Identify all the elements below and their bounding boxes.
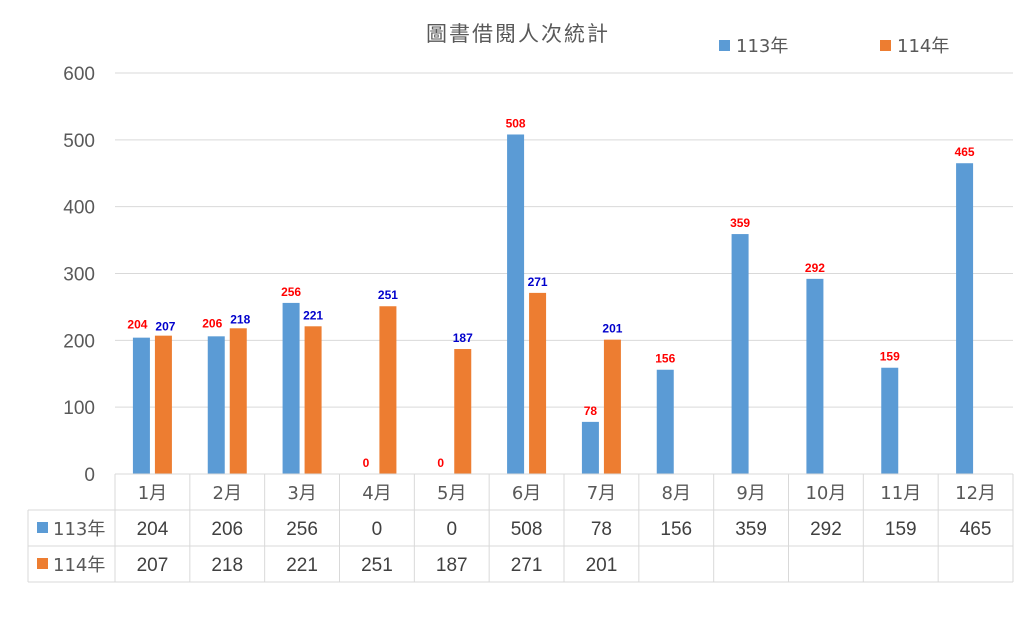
- data-label-114年-4月: 251: [378, 288, 398, 302]
- category-label: 10月: [805, 483, 846, 504]
- data-label-113年-9月: 359: [730, 216, 750, 230]
- bar-114年-4月: [379, 306, 397, 474]
- data-label-113年-12月: 465: [955, 145, 975, 159]
- y-tick-label: 600: [63, 64, 95, 85]
- y-axis-ticks: 0 100 200 300 400 500 600: [63, 64, 95, 486]
- table-row-label-114年: 114年: [53, 555, 105, 576]
- bar-113年-6月: [507, 134, 525, 474]
- bar-114年-6月: [529, 292, 547, 474]
- bar-113年-11月: [881, 367, 899, 474]
- legend: 113年 114年: [719, 36, 949, 57]
- y-tick-label: 0: [84, 465, 95, 486]
- table-cell: 78: [591, 519, 612, 540]
- table-legend-swatch-114年: [37, 558, 48, 569]
- legend-label-113: 113年: [736, 36, 788, 57]
- category-label: 6月: [512, 483, 541, 504]
- bar-113年-8月: [656, 369, 674, 474]
- data-label-113年-4月: 0: [363, 456, 370, 470]
- data-label-113年-5月: 0: [437, 456, 444, 470]
- data-label-114年-3月: 221: [303, 308, 323, 322]
- table-cell: 0: [372, 519, 383, 540]
- category-label: 12月: [955, 483, 996, 504]
- table-cell: 251: [361, 555, 393, 576]
- bar-113年-7月: [581, 421, 599, 474]
- data-label-114年-7月: 201: [602, 322, 622, 336]
- data-label-113年-7月: 78: [584, 404, 598, 418]
- data-label-114年-6月: 271: [528, 275, 548, 289]
- data-label-113年-10月: 292: [805, 261, 825, 275]
- legend-swatch-114: [880, 40, 891, 51]
- table-cell: 271: [511, 555, 543, 576]
- bar-114年-3月: [304, 326, 322, 474]
- category-label: 5月: [437, 483, 466, 504]
- table-cell: 206: [211, 519, 243, 540]
- table-cell: 207: [137, 555, 169, 576]
- data-label-114年-5月: 187: [453, 331, 473, 345]
- chart-title: 圖書借閱人次統計: [426, 22, 610, 46]
- bar-113年-10月: [806, 278, 824, 474]
- category-label: 7月: [587, 483, 616, 504]
- bar-113年-9月: [731, 234, 749, 474]
- table-cell: 0: [446, 519, 457, 540]
- table-cell: 359: [735, 519, 767, 540]
- y-tick-label: 100: [63, 398, 95, 419]
- table-cell: 187: [436, 555, 468, 576]
- y-tick-label: 200: [63, 331, 95, 352]
- table-cell: 204: [137, 519, 169, 540]
- bar-114年-5月: [454, 349, 472, 474]
- bar-labels: 204 206 256 0 0 508 78 156 359 292 159 465 207 218 221…: [127, 116, 975, 470]
- gridlines: [115, 72, 1013, 475]
- category-label: 4月: [362, 483, 391, 504]
- table-cell: 201: [586, 555, 618, 576]
- data-label-113年-6月: 508: [506, 116, 526, 130]
- y-tick-label: 400: [63, 198, 95, 219]
- category-label: 11月: [880, 483, 921, 504]
- bar-113年-3月: [282, 302, 300, 474]
- bar-113年-1月: [132, 337, 150, 474]
- table-legend-swatch-113年: [37, 522, 48, 533]
- bar-113年-12月: [956, 163, 974, 474]
- data-label-114年-2月: 218: [230, 312, 250, 326]
- table-cell: 256: [286, 519, 318, 540]
- y-tick-label: 300: [63, 265, 95, 286]
- bar-114年-2月: [229, 328, 247, 474]
- bar-114年-7月: [603, 339, 621, 474]
- bar-114年-1月: [154, 335, 172, 474]
- bar-113年-2月: [207, 336, 225, 474]
- bars: [132, 134, 974, 474]
- y-tick-label: 500: [63, 131, 95, 152]
- table-cell: 156: [660, 519, 692, 540]
- table-cell: 159: [885, 519, 917, 540]
- category-label: 9月: [736, 483, 765, 504]
- legend-swatch-113: [719, 40, 730, 51]
- data-label-113年-11月: 159: [880, 350, 900, 364]
- table-cell: 221: [286, 555, 318, 576]
- category-label: 1月: [138, 483, 167, 504]
- data-table: 1月 2月 3月 4月 5月 6月 7月 8月 9月 10月 11月 12月 113年 204 206 256…: [27, 473, 1014, 583]
- data-label-114年-1月: 207: [155, 320, 175, 334]
- table-row-label-113年: 113年: [53, 519, 105, 540]
- category-label: 2月: [213, 483, 242, 504]
- table-cell: 465: [960, 519, 992, 540]
- category-label: 3月: [287, 483, 316, 504]
- data-label-113年-8月: 156: [655, 352, 675, 366]
- legend-label-114: 114年: [897, 36, 949, 57]
- table-cell: 218: [211, 555, 243, 576]
- category-label: 8月: [662, 483, 691, 504]
- data-label-113年-2月: 206: [202, 316, 222, 330]
- table-cell: 292: [810, 519, 842, 540]
- data-label-113年-3月: 256: [281, 285, 301, 299]
- data-label-113年-1月: 204: [127, 318, 147, 332]
- table-cell: 508: [511, 519, 543, 540]
